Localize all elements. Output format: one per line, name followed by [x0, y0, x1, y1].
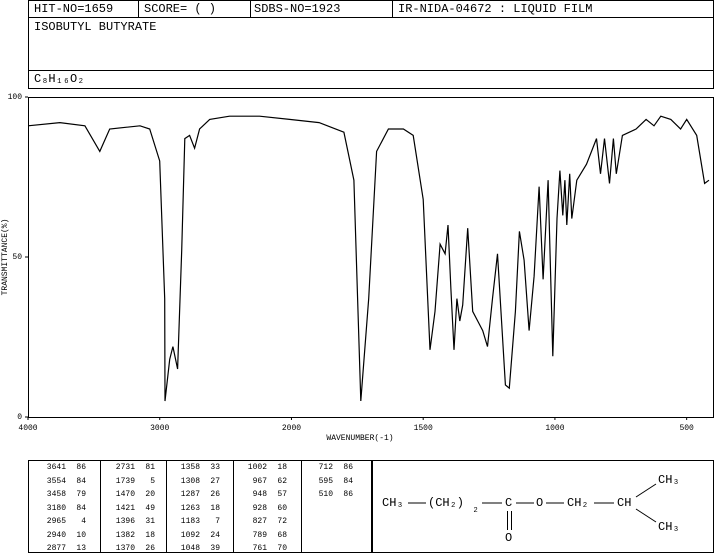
peak-transmittance: 5: [150, 477, 155, 486]
y-tick-label: 50: [12, 253, 22, 262]
header-frame: [28, 0, 714, 89]
peak-transmittance: 13: [76, 544, 86, 553]
peak-wavenumber: 1370: [116, 544, 135, 553]
peak-transmittance: 27: [210, 477, 220, 486]
peak-wavenumber: 2940: [47, 531, 66, 540]
y-tick-label: 0: [17, 413, 22, 422]
peak-wavenumber: 3641: [47, 463, 66, 472]
structure: CH₃ (CH₂) ₂ C O O CH₂ CH CH₃ CH₃: [382, 473, 680, 545]
peak-transmittance: 49: [145, 504, 155, 513]
peak-transmittance: 86: [76, 463, 86, 472]
peak-wavenumber: 1263: [181, 504, 200, 513]
peak-transmittance: 70: [277, 544, 287, 553]
peak-transmittance: 39: [210, 544, 220, 553]
peak-wavenumber: 2731: [116, 463, 135, 472]
peak-transmittance: 86: [343, 463, 353, 472]
peak-wavenumber: 3554: [47, 477, 66, 486]
formula: C₈H₁₆O₂: [34, 72, 84, 86]
plot-frame: [28, 97, 714, 418]
x-tick-label: 2000: [282, 424, 301, 433]
peak-wavenumber: 1358: [181, 463, 200, 472]
peak-wavenumber: 510: [319, 490, 334, 499]
x-tick-label: 3000: [150, 424, 169, 433]
peak-wavenumber: 1002: [248, 463, 267, 472]
peak-wavenumber: 1396: [116, 517, 135, 526]
peak-wavenumber: 1287: [181, 490, 200, 499]
peak-wavenumber: 1183: [181, 517, 200, 526]
peak-transmittance: 4: [81, 517, 86, 526]
peak-wavenumber: 1421: [116, 504, 135, 513]
peak-transmittance: 18: [145, 531, 155, 540]
x-tick-label: 1000: [545, 424, 564, 433]
atom: ₂: [472, 501, 479, 515]
atom: CH₃: [382, 496, 404, 510]
x-tick-label: 4000: [18, 424, 37, 433]
x-axis-label: WAVENUMBER(-1): [326, 434, 393, 443]
atom: (CH₂): [428, 496, 464, 510]
peak-wavenumber: 967: [253, 477, 268, 486]
compound-name: ISOBUTYL BUTYRATE: [34, 20, 156, 34]
hit-no: HIT-NO=1659: [34, 2, 113, 16]
peak-transmittance: 18: [210, 504, 220, 513]
x-tick-label: 500: [679, 424, 694, 433]
peak-transmittance: 62: [277, 477, 287, 486]
peak-transmittance: 79: [76, 490, 86, 499]
peak-wavenumber: 761: [253, 544, 268, 553]
peak-transmittance: 84: [76, 504, 86, 513]
sdbs-no: SDBS-NO=1923: [254, 2, 340, 16]
peak-transmittance: 24: [210, 531, 220, 540]
bond: [635, 483, 657, 498]
atom: CH₃: [658, 520, 680, 534]
peak-transmittance: 20: [145, 490, 155, 499]
y-tick-label: 100: [8, 93, 23, 102]
peak-transmittance: 7: [215, 517, 220, 526]
atom: CH: [617, 496, 631, 510]
peak-transmittance: 18: [277, 463, 287, 472]
peak-transmittance: 26: [210, 490, 220, 499]
peak-wavenumber: 712: [319, 463, 334, 472]
atom: O: [505, 531, 512, 545]
atom: C: [505, 496, 512, 510]
peak-transmittance: 84: [343, 477, 353, 486]
score: SCORE= ( ): [144, 2, 216, 16]
peak-wavenumber: 948: [253, 490, 268, 499]
atom: CH₃: [658, 473, 680, 487]
atom: O: [536, 496, 543, 510]
peak-wavenumber: 3180: [47, 504, 66, 513]
peak-wavenumber: 827: [253, 517, 268, 526]
x-tick-label: 1500: [414, 424, 433, 433]
peak-wavenumber: 3458: [47, 490, 66, 499]
peak-transmittance: 60: [277, 504, 287, 513]
peak-wavenumber: 1048: [181, 544, 200, 553]
method: IR-NIDA-04672 : LIQUID FILM: [398, 2, 592, 16]
peak-transmittance: 84: [76, 477, 86, 486]
peak-wavenumber: 1092: [181, 531, 200, 540]
peak-wavenumber: 2877: [47, 544, 66, 553]
peak-wavenumber: 1308: [181, 477, 200, 486]
peak-transmittance: 68: [277, 531, 287, 540]
atom: CH₂: [567, 496, 589, 510]
peak-transmittance: 31: [145, 517, 155, 526]
peak-transmittance: 81: [145, 463, 155, 472]
y-axis-label: TRANSMITTANCE(%): [1, 219, 10, 296]
peak-wavenumber: 1739: [116, 477, 135, 486]
peak-transmittance: 10: [76, 531, 86, 540]
peak-transmittance: 26: [145, 544, 155, 553]
spectrum: [27, 115, 710, 402]
peak-wavenumber: 2965: [47, 517, 66, 526]
peak-wavenumber: 928: [253, 504, 268, 513]
peak-transmittance: 86: [343, 490, 353, 499]
peak-wavenumber: 1382: [116, 531, 135, 540]
peak-wavenumber: 595: [319, 477, 334, 486]
peak-transmittance: 72: [277, 517, 287, 526]
bond: [635, 508, 657, 523]
peak-wavenumber: 1470: [116, 490, 135, 499]
peak-transmittance: 57: [277, 490, 287, 499]
peak-transmittance: 33: [210, 463, 220, 472]
peak-wavenumber: 789: [253, 531, 268, 540]
